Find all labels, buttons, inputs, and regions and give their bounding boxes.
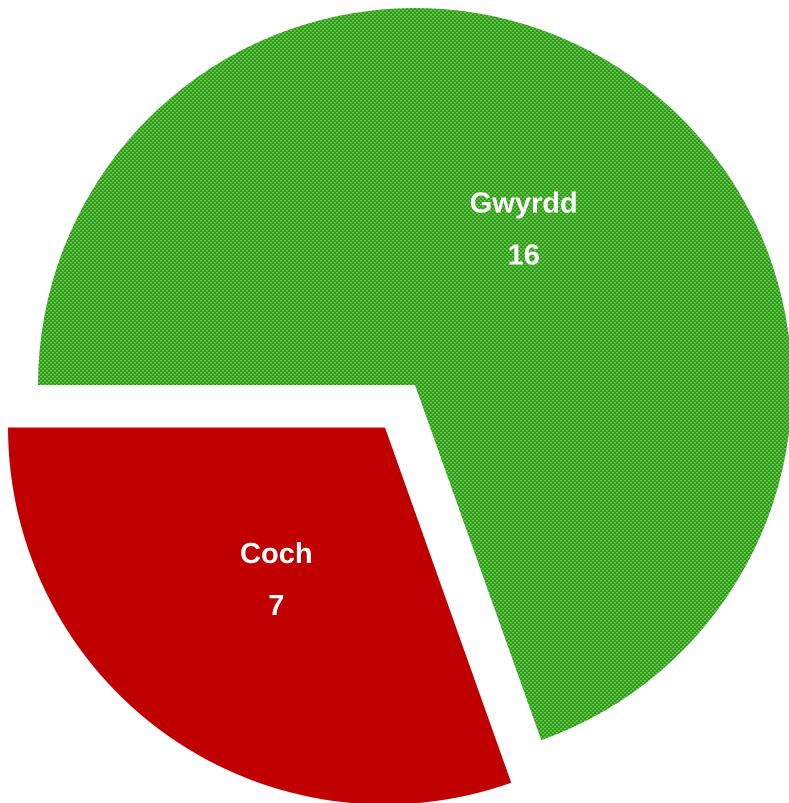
- slice-label: Coch: [240, 538, 313, 570]
- slice-label: Gwyrdd: [470, 188, 578, 220]
- slice-value: 16: [508, 240, 540, 272]
- pie-slice: [38, 8, 789, 741]
- pie-slice: [8, 427, 512, 803]
- slice-value: 7: [268, 590, 284, 622]
